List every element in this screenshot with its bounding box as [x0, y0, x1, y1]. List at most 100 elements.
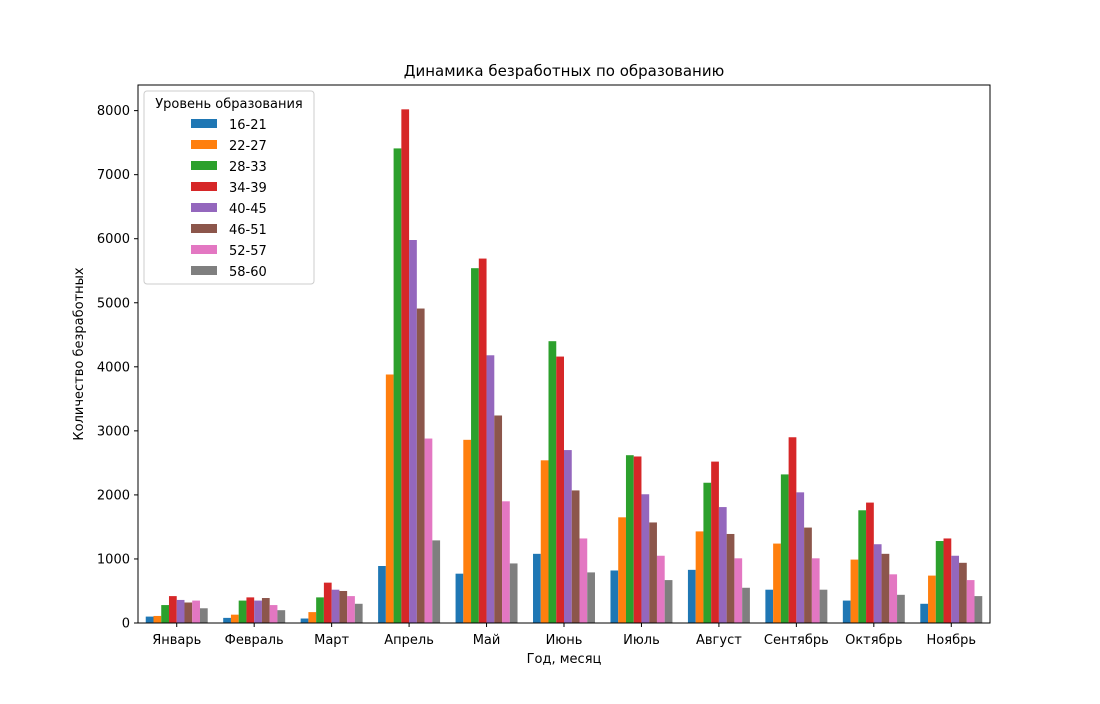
- bar-40-45-Август: [718, 507, 727, 623]
- bar-58-60-Ноябрь: [974, 596, 983, 623]
- bar-46-51-Июль: [649, 522, 657, 623]
- legend-swatch: [191, 140, 217, 149]
- bar-52-57-Июнь: [579, 538, 588, 623]
- x-tick-label: Январь: [152, 633, 201, 648]
- bar-40-45-Январь: [176, 599, 185, 623]
- y-tick-label: 1000: [97, 552, 130, 567]
- bar-16-21-Август: [687, 569, 696, 623]
- bar-16-21-Июль: [610, 570, 619, 623]
- bar-28-33-Июнь: [548, 341, 557, 623]
- bar-58-60-Октябрь: [897, 594, 905, 623]
- bar-28-33-Июль: [625, 455, 634, 623]
- chart-title: Динамика безработных по образованию: [404, 62, 724, 80]
- bar-22-27-Июнь: [540, 460, 549, 623]
- legend-swatch: [191, 266, 217, 275]
- bar-16-21-Ноябрь: [920, 603, 929, 623]
- y-tick-label: 7000: [97, 168, 130, 183]
- bar-16-21-Январь: [145, 616, 154, 623]
- x-axis-label: Год, месяц: [527, 652, 602, 667]
- bar-28-33-Апрель: [393, 148, 402, 623]
- bar-34-39-Август: [711, 461, 719, 623]
- y-tick-label: 5000: [97, 296, 130, 311]
- bar-46-51-Март: [339, 590, 348, 623]
- legend-label: 58-60: [229, 265, 267, 280]
- bar-58-60-Июль: [664, 580, 673, 623]
- bar-22-27-Март: [308, 612, 317, 623]
- bar-46-51-Октябрь: [881, 553, 890, 623]
- bar-58-60-Июнь: [587, 572, 595, 623]
- legend: Уровень образования 16-21 22-27 28-33 34-39…: [143, 90, 315, 285]
- bar-52-57-Март: [347, 596, 355, 623]
- legend-box: [143, 90, 315, 285]
- bar-40-45-Март: [331, 589, 340, 623]
- legend-swatch: [191, 119, 217, 128]
- legend-label: 28-33: [229, 160, 267, 175]
- x-tick-label: Февраль: [225, 633, 284, 648]
- plot-frame: [137, 84, 991, 624]
- bar-40-45-Сентябрь: [796, 492, 805, 623]
- bar-22-27-Апрель: [385, 374, 394, 623]
- bar-46-51-Май: [494, 415, 503, 623]
- bar-22-27-Январь: [153, 615, 162, 623]
- bar-46-51-Апрель: [416, 308, 425, 623]
- y-tick-label: 2000: [97, 488, 130, 503]
- bar-16-21-Апрель: [378, 566, 386, 623]
- bar-16-21-Октябрь: [842, 600, 851, 623]
- bar-46-51-Февраль: [261, 598, 270, 623]
- legend-label: 52-57: [229, 244, 267, 259]
- bar-34-39-Январь: [168, 596, 177, 623]
- bar-34-39-Февраль: [246, 597, 255, 623]
- x-tick-label: Июнь: [546, 633, 583, 648]
- legend-swatch: [191, 203, 217, 212]
- x-tick-label: Апрель: [384, 633, 434, 648]
- bar-34-39-Июль: [633, 456, 642, 623]
- legend-label: 16-21: [229, 118, 267, 133]
- bar-34-39-Март: [323, 582, 332, 623]
- legend-label: 22-27: [229, 139, 267, 154]
- bar-16-21-Февраль: [223, 617, 231, 623]
- y-tick-label: 4000: [97, 360, 130, 375]
- bar-52-57-Май: [502, 501, 510, 623]
- legend-swatch: [191, 224, 217, 233]
- bar-58-60-Январь: [199, 608, 208, 623]
- bar-16-21-Март: [300, 618, 309, 623]
- bar-28-33-Ноябрь: [935, 541, 944, 623]
- y-axis: 0 1000 2000 3000 4000 5000 6000 7000 8000: [97, 104, 138, 632]
- bar-34-39-Май: [478, 258, 487, 623]
- bar-52-57-Апрель: [424, 438, 433, 623]
- bar-52-57-Июль: [656, 555, 665, 623]
- bar-16-21-Июнь: [533, 553, 541, 623]
- x-tick-label: Май: [473, 633, 501, 648]
- legend-label: 40-45: [229, 202, 267, 217]
- bar-52-57-Ноябрь: [966, 580, 975, 623]
- bar-46-51-Январь: [184, 602, 193, 623]
- bar-52-57-Февраль: [269, 605, 278, 623]
- bar-28-33-Сентябрь: [780, 474, 789, 623]
- x-tick-label: Сентябрь: [764, 633, 829, 648]
- bar-22-27-Август: [695, 531, 704, 623]
- legend-label: 46-51: [229, 223, 267, 238]
- bar-58-60-Сентябрь: [819, 589, 828, 623]
- bar-28-33-Март: [316, 597, 324, 623]
- bar-40-45-Ноябрь: [951, 555, 960, 623]
- bar-34-39-Ноябрь: [943, 538, 952, 623]
- bar-22-27-Октябрь: [850, 559, 859, 623]
- bar-52-57-Август: [734, 558, 743, 623]
- bar-28-33-Октябрь: [858, 510, 867, 623]
- bar-40-45-Июль: [641, 494, 650, 623]
- bar-58-60-Февраль: [277, 610, 286, 623]
- x-axis: Январь Февраль Март Апрель Май Июнь Июль Август…: [152, 623, 976, 648]
- bar-22-27-Сентябрь: [773, 543, 781, 623]
- y-tick-label: 3000: [97, 424, 130, 439]
- bar-34-39-Апрель: [401, 109, 410, 624]
- bar-16-21-Сентябрь: [765, 589, 774, 623]
- bar-58-60-Апрель: [432, 540, 441, 623]
- bar-40-45-Октябрь: [873, 544, 882, 623]
- bar-34-39-Сентябрь: [788, 437, 797, 623]
- x-tick-label: Ноябрь: [927, 633, 976, 648]
- y-tick-label: 8000: [97, 104, 130, 119]
- bar-34-39-Июнь: [556, 356, 564, 623]
- bar-46-51-Июнь: [571, 490, 580, 623]
- bar-28-33-Февраль: [238, 600, 247, 623]
